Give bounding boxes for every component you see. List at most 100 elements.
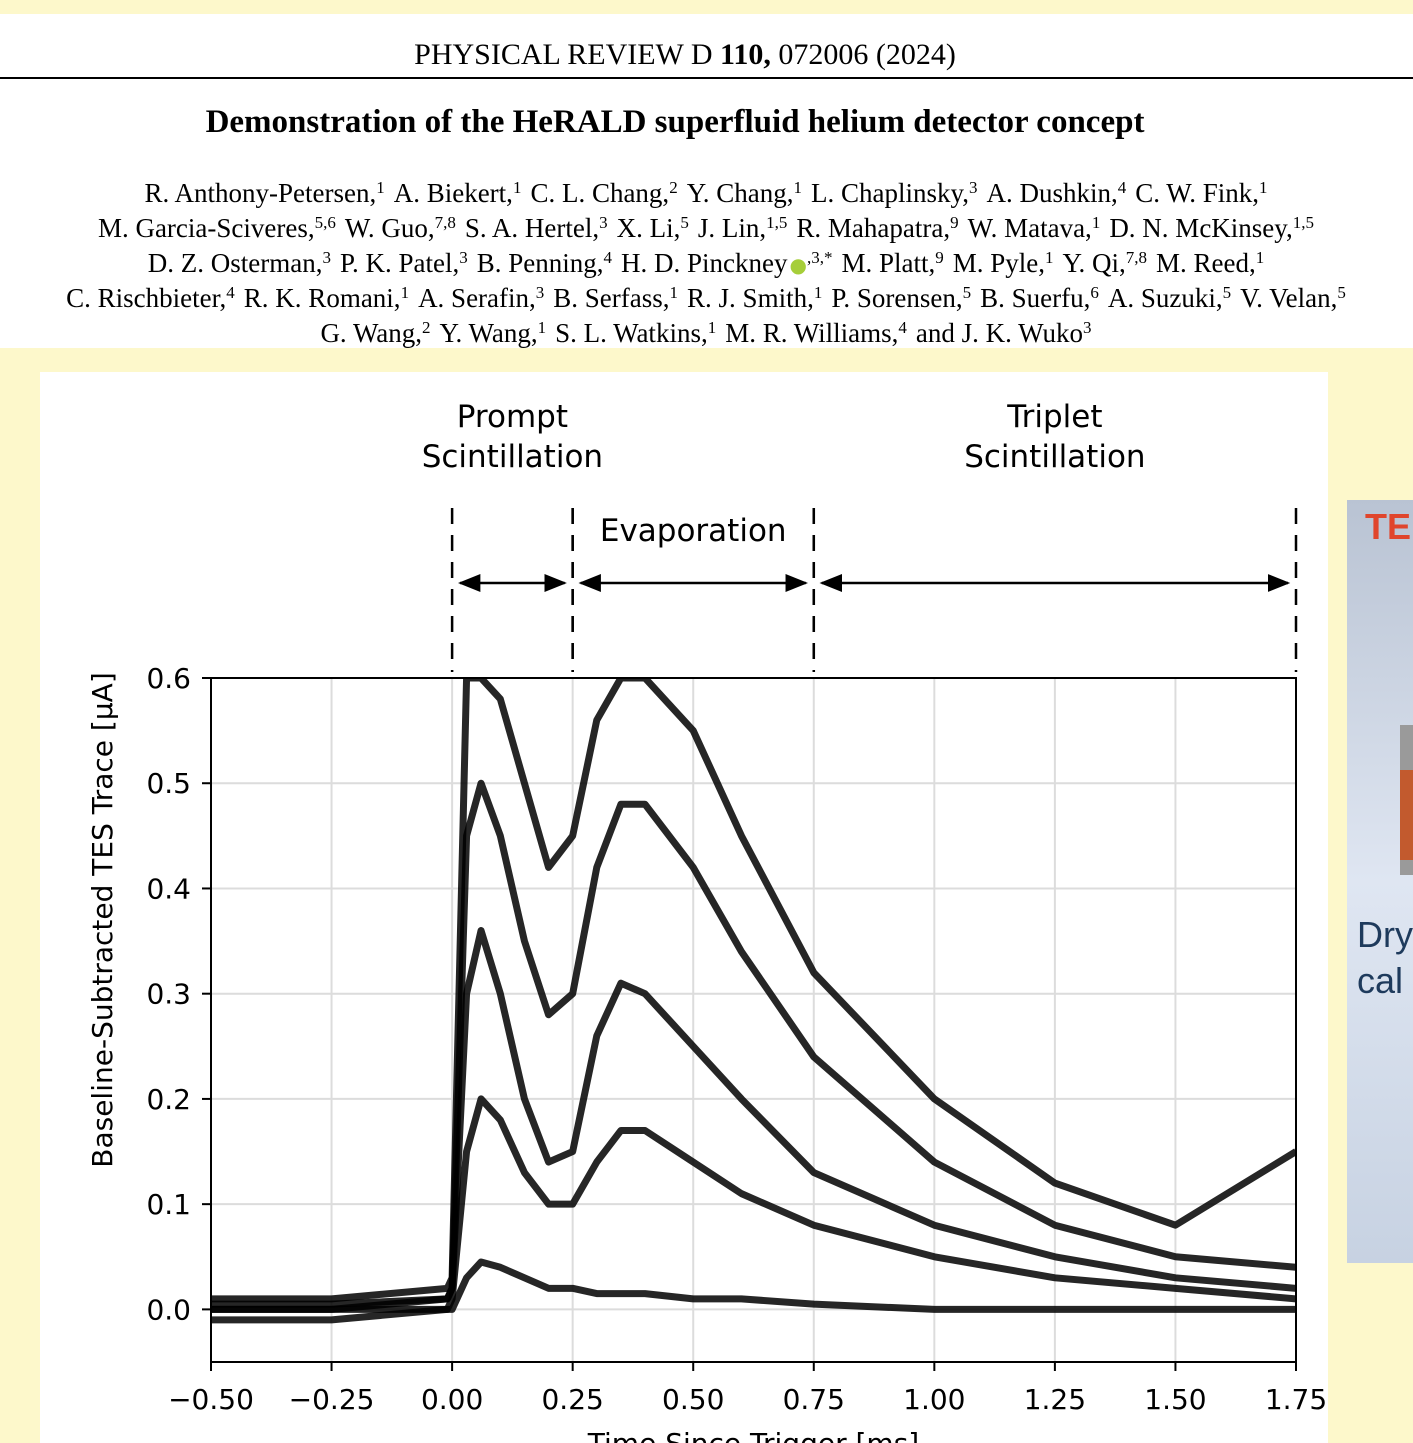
affiliation: 1 — [793, 178, 802, 197]
affiliation: 9 — [935, 248, 944, 267]
affiliation: 1 — [1045, 248, 1054, 267]
x-tick-label: 1.00 — [903, 1383, 965, 1416]
author-name: V. Velan, — [1240, 283, 1337, 313]
author-name: B. Suerfu, — [980, 283, 1090, 313]
region-label: Triplet — [1006, 399, 1102, 435]
affiliation: 4 — [1118, 178, 1127, 197]
author-name: M. Pyle, — [953, 248, 1045, 278]
chart: 0.0 0.1 0.2 0.3 0.4 0.5 0.6 −0.50 −0.25 0.00 0.25 0… — [86, 399, 1327, 1443]
author-name: C. Rischbieter, — [66, 283, 226, 313]
author-name: B. Serfass, — [553, 283, 669, 313]
plot-traces — [211, 678, 1296, 1324]
y-tick-label: 0.1 — [146, 1188, 191, 1221]
author-name: D. Z. Osterman, — [148, 248, 323, 278]
paper-area — [0, 14, 1413, 348]
author-name: and J. K. Wuko — [916, 318, 1083, 348]
region-label: Prompt — [457, 399, 568, 435]
x-tick-label: 1.75 — [1265, 1383, 1327, 1416]
affiliation: 1 — [513, 178, 522, 197]
author-name: L. Chaplinsky, — [811, 178, 969, 208]
article: 072006 (2024) — [778, 38, 955, 71]
author-name: R. Mahapatra, — [796, 213, 950, 243]
side-text: cal — [1357, 960, 1403, 1001]
author-name: P. Sorensen, — [831, 283, 962, 313]
author-line: R. Anthony-Petersen,1 A. Biekert,1 C. L. C… — [144, 178, 1267, 208]
y-tick-label: 0.5 — [146, 767, 191, 800]
affiliation: 1 — [401, 283, 410, 302]
affiliation: 1 — [708, 318, 717, 337]
affiliation: 1,5 — [766, 213, 787, 232]
author-name: P. K. Patel, — [340, 248, 459, 278]
affiliation: 5,6 — [315, 213, 336, 232]
side-block — [1400, 725, 1413, 770]
y-tick-label: 0.2 — [146, 1083, 191, 1116]
x-tick-label: 0.50 — [662, 1383, 724, 1416]
affiliation: 2 — [669, 178, 678, 197]
author-name: X. Li, — [617, 213, 681, 243]
author-name: C. W. Fink, — [1135, 178, 1259, 208]
region-label: Evaporation — [600, 513, 787, 549]
affiliation: 3 — [1083, 318, 1092, 337]
affiliation: 3 — [969, 178, 978, 197]
author-line: M. Garcia-Sciveres,5,6 W. Guo,7,8 S. A. He… — [98, 213, 1314, 243]
authors: R. Anthony-Petersen,1 A. Biekert,1 C. L. C… — [66, 178, 1346, 348]
x-axis-label: Time Since Trigger [ms] — [587, 1427, 919, 1443]
author-name: M. R. Williams, — [725, 318, 898, 348]
x-tick-label: 0.75 — [783, 1383, 845, 1416]
author-name: Y. Wang, — [440, 318, 538, 348]
x-tick-label: −0.25 — [289, 1383, 375, 1416]
author-name: M. Reed, — [1156, 248, 1256, 278]
side-text: Dry — [1357, 914, 1413, 955]
author-name: B. Penning, — [477, 248, 604, 278]
y-tick-label: 0.0 — [146, 1293, 191, 1326]
affiliation: 1 — [1092, 213, 1101, 232]
region-label: Scintillation — [422, 439, 603, 475]
affiliation: 1 — [538, 318, 547, 337]
y-axis-label: Baseline-Subtracted TES Trace [μA] — [86, 672, 119, 1168]
affiliation: 7,8 — [1126, 248, 1147, 267]
author-name: C. L. Chang, — [530, 178, 669, 208]
author-name: G. Wang, — [320, 318, 422, 348]
volume: 110, — [720, 38, 771, 71]
author-name: S. A. Hertel, — [465, 213, 599, 243]
region-label: Scintillation — [964, 439, 1145, 475]
affiliation: 9 — [950, 213, 959, 232]
author-name: A. Biekert, — [394, 178, 513, 208]
plot-frame — [210, 677, 1297, 1363]
y-tick-label: 0.3 — [146, 978, 191, 1011]
affiliation: 1 — [1259, 178, 1268, 197]
author-name: M. Platt, — [841, 248, 935, 278]
author-name: R. K. Romani, — [244, 283, 401, 313]
side-block — [1400, 770, 1413, 860]
side-block — [1400, 860, 1413, 875]
affiliation: 1,5 — [1293, 213, 1314, 232]
author-name: H. D. Pinckney — [621, 248, 788, 278]
affiliation: 1 — [1256, 248, 1265, 267]
author-name: A. Dushkin, — [986, 178, 1117, 208]
author-name: M. Garcia-Sciveres, — [98, 213, 315, 243]
affiliation: 4 — [226, 283, 235, 302]
trace — [211, 1258, 1296, 1324]
author-line: C. Rischbieter,4 R. K. Romani,1 A. Serafin… — [66, 283, 1346, 313]
author-name: W. Guo, — [345, 213, 435, 243]
author-name: J. Lin, — [698, 213, 766, 243]
side-panel: TE Dry cal — [1347, 500, 1413, 1263]
y-tick-label: 0.4 — [146, 872, 191, 905]
author-name: A. Suzuki, — [1108, 283, 1223, 313]
journal: PHYSICAL REVIEW D — [414, 38, 712, 71]
affiliation: 5 — [963, 283, 972, 302]
trace — [211, 1095, 1296, 1313]
affiliation: 3 — [322, 248, 331, 267]
author-line: G. Wang,2 Y. Wang,1 S. L. Watkins,1 M. R. W… — [320, 318, 1091, 348]
author-name: R. Anthony-Petersen, — [144, 178, 376, 208]
x-tick-label: −0.50 — [168, 1383, 254, 1416]
side-panel-bg — [1347, 500, 1413, 1263]
author-name: W. Matava, — [968, 213, 1092, 243]
affiliation: 7,8 — [435, 213, 456, 232]
x-tick-label: 0.25 — [541, 1383, 603, 1416]
author-name: A. Serafin, — [418, 283, 536, 313]
affiliation: 1 — [814, 283, 823, 302]
affiliation: 3 — [599, 213, 608, 232]
